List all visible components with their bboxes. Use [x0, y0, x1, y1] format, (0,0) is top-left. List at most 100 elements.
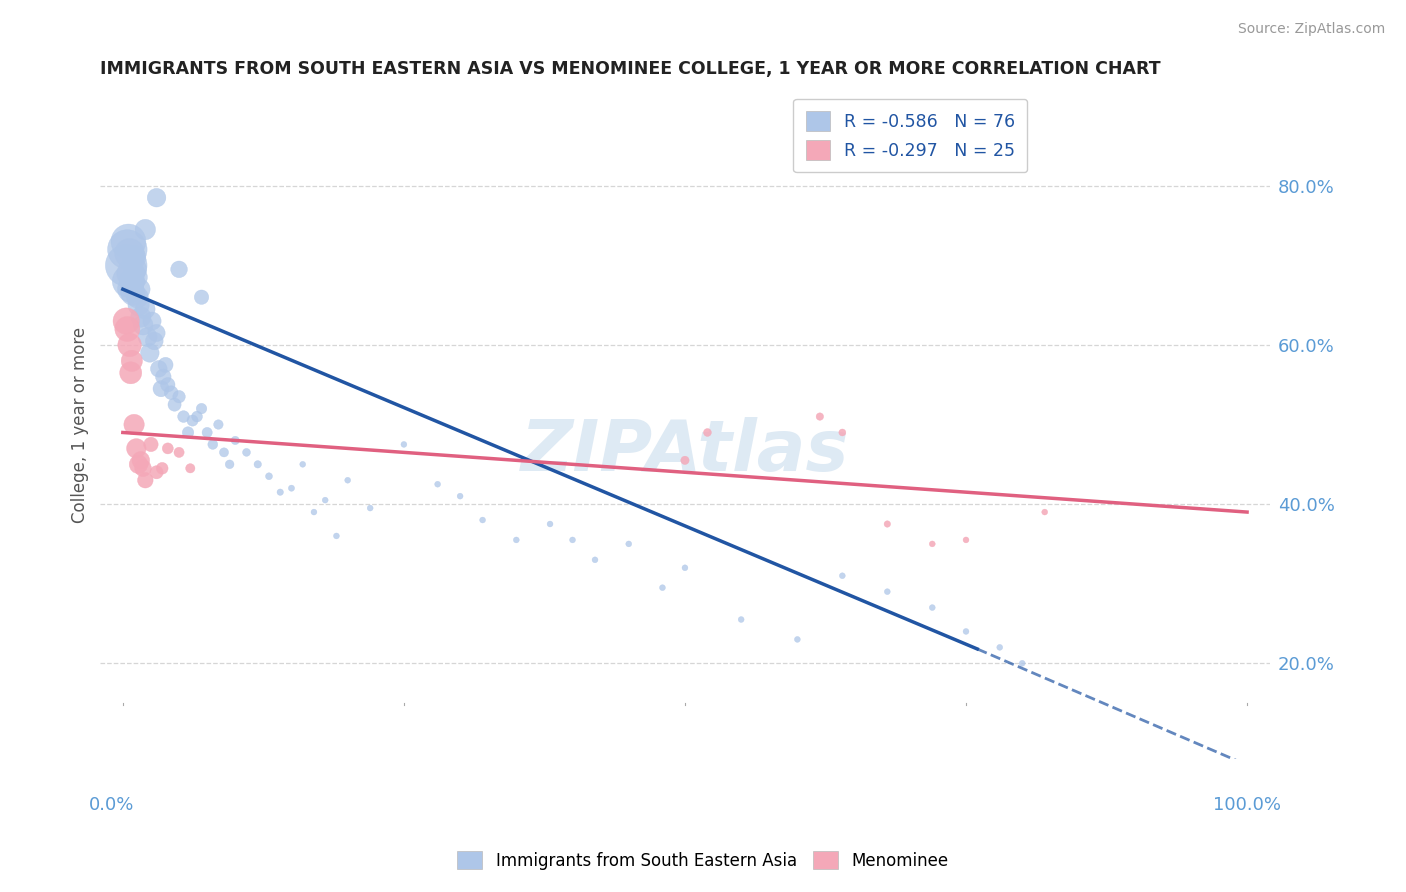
Point [195, 425, 218, 440]
Point [186, 409, 208, 424]
Point [179, 461, 201, 475]
Point [955, 624, 977, 639]
Point [134, 222, 156, 236]
Point [212, 445, 235, 459]
Point [392, 437, 415, 451]
Point [143, 334, 166, 348]
Point [136, 330, 159, 344]
Point [125, 442, 148, 456]
Point [831, 425, 853, 440]
Point [181, 413, 204, 427]
Point [583, 553, 606, 567]
Point [1011, 657, 1033, 671]
Point [134, 302, 156, 317]
Point [167, 262, 190, 277]
Point [673, 561, 696, 575]
Text: 100.0%: 100.0% [1213, 796, 1281, 814]
Point [160, 385, 183, 400]
Point [115, 314, 138, 328]
Text: 0.0%: 0.0% [89, 796, 134, 814]
Point [118, 246, 141, 260]
Point [218, 458, 240, 472]
Point [129, 453, 152, 467]
Point [921, 537, 943, 551]
Point [673, 453, 696, 467]
Point [177, 425, 200, 440]
Point [132, 318, 155, 332]
Point [128, 458, 150, 472]
Point [224, 434, 246, 448]
Text: Source: ZipAtlas.com: Source: ZipAtlas.com [1237, 22, 1385, 37]
Point [876, 516, 898, 531]
Point [121, 274, 143, 288]
Point [538, 516, 561, 531]
Point [125, 270, 148, 285]
Point [150, 382, 173, 396]
Point [325, 529, 347, 543]
Point [167, 390, 190, 404]
Point [336, 473, 359, 487]
Point [1033, 505, 1056, 519]
Y-axis label: College, 1 year or more: College, 1 year or more [72, 326, 89, 523]
Point [145, 465, 167, 479]
Point [145, 326, 167, 340]
Point [139, 437, 162, 451]
Point [955, 533, 977, 547]
Point [163, 398, 186, 412]
Point [148, 361, 170, 376]
Point [134, 473, 156, 487]
Point [617, 537, 640, 551]
Point [651, 581, 673, 595]
Point [120, 366, 142, 380]
Point [117, 322, 139, 336]
Point [235, 445, 257, 459]
Point [257, 469, 280, 483]
Point [561, 533, 583, 547]
Point [128, 282, 150, 296]
Point [156, 442, 179, 456]
Point [121, 354, 143, 368]
Point [173, 409, 195, 424]
Point [122, 251, 145, 265]
Point [127, 290, 149, 304]
Point [120, 266, 142, 280]
Point [117, 235, 139, 249]
Point [115, 258, 138, 272]
Point [831, 568, 853, 582]
Point [921, 600, 943, 615]
Point [302, 505, 325, 519]
Point [190, 401, 212, 416]
Point [988, 640, 1011, 655]
Point [201, 437, 224, 451]
Point [124, 262, 146, 277]
Point [132, 461, 155, 475]
Point [449, 489, 471, 503]
Point [426, 477, 449, 491]
Point [730, 613, 752, 627]
Point [190, 290, 212, 304]
Point [129, 310, 152, 324]
Legend: Immigrants from South Eastern Asia, Menominee: Immigrants from South Eastern Asia, Meno… [450, 845, 956, 877]
Point [246, 458, 269, 472]
Point [156, 377, 179, 392]
Point [155, 358, 177, 372]
Point [269, 485, 291, 500]
Point [808, 409, 831, 424]
Point [145, 191, 167, 205]
Point [876, 584, 898, 599]
Point [280, 481, 302, 495]
Point [471, 513, 494, 527]
Point [122, 286, 145, 301]
Point [359, 501, 381, 516]
Text: ZIPAtlas: ZIPAtlas [520, 417, 849, 486]
Point [122, 417, 145, 432]
Point [786, 632, 808, 647]
Point [696, 425, 718, 440]
Point [141, 314, 163, 328]
Point [150, 461, 173, 475]
Point [120, 282, 142, 296]
Point [291, 458, 314, 472]
Point [128, 298, 150, 312]
Text: IMMIGRANTS FROM SOUTH EASTERN ASIA VS MENOMINEE COLLEGE, 1 YEAR OR MORE CORRELAT: IMMIGRANTS FROM SOUTH EASTERN ASIA VS ME… [100, 60, 1161, 78]
Point [207, 417, 229, 432]
